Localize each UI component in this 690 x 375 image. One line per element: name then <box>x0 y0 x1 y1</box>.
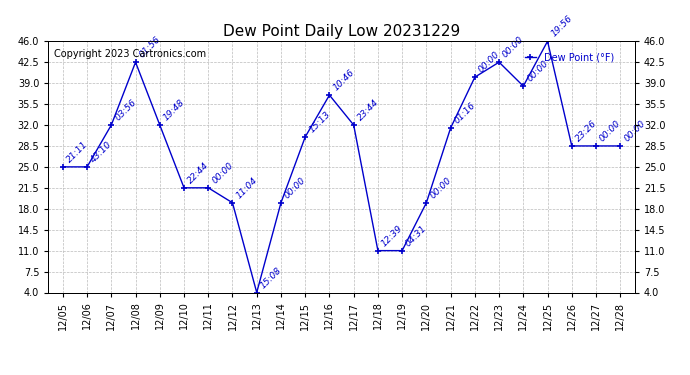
Text: 00:00: 00:00 <box>501 35 526 60</box>
Text: 00:00: 00:00 <box>428 176 453 200</box>
Text: Copyright 2023 Cartronics.com: Copyright 2023 Cartronics.com <box>55 49 206 59</box>
Text: 00:00: 00:00 <box>525 59 550 84</box>
Text: 04:31: 04:31 <box>404 224 428 248</box>
Text: 01:16: 01:16 <box>453 101 477 126</box>
Text: 15:13: 15:13 <box>307 110 332 135</box>
Text: 19:56: 19:56 <box>549 14 574 39</box>
Text: 01:56: 01:56 <box>137 35 162 60</box>
Text: 11:04: 11:04 <box>235 176 259 200</box>
Legend: Dew Point (°F): Dew Point (°F) <box>521 49 618 66</box>
Text: 21:11: 21:11 <box>65 140 90 165</box>
Text: 19:48: 19:48 <box>161 98 186 123</box>
Text: 00:00: 00:00 <box>283 176 308 200</box>
Text: 00:00: 00:00 <box>210 160 235 185</box>
Text: 00:00: 00:00 <box>598 119 622 144</box>
Text: 23:44: 23:44 <box>355 98 380 123</box>
Text: 12:39: 12:39 <box>380 224 404 248</box>
Title: Dew Point Daily Low 20231229: Dew Point Daily Low 20231229 <box>223 24 460 39</box>
Text: 43:10: 43:10 <box>89 140 114 165</box>
Text: 15:08: 15:08 <box>259 266 284 290</box>
Text: 00:00: 00:00 <box>477 50 502 75</box>
Text: 23:26: 23:26 <box>573 119 598 144</box>
Text: 03:56: 03:56 <box>113 98 138 123</box>
Text: 10:46: 10:46 <box>331 68 356 93</box>
Text: 22:44: 22:44 <box>186 160 210 185</box>
Text: 00:00: 00:00 <box>622 119 647 144</box>
